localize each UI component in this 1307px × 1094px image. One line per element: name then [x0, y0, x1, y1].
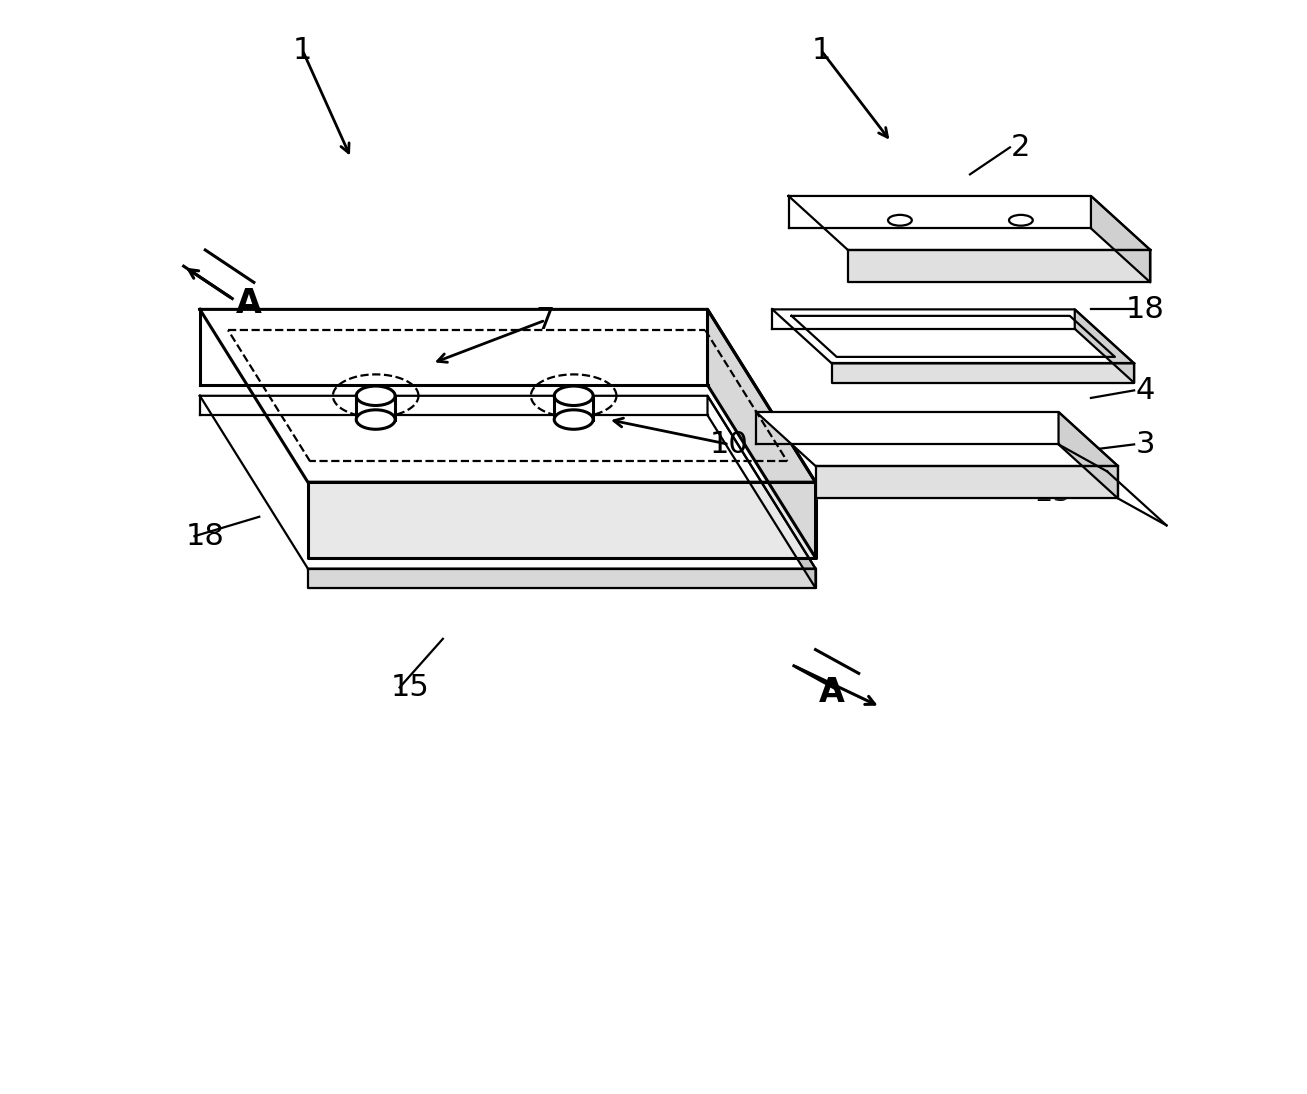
Ellipse shape — [554, 386, 593, 406]
Text: 1: 1 — [293, 36, 312, 65]
Text: 1: 1 — [812, 36, 831, 65]
Polygon shape — [308, 482, 816, 558]
Polygon shape — [1074, 310, 1134, 383]
Text: 15: 15 — [391, 673, 430, 702]
Ellipse shape — [357, 386, 395, 406]
Polygon shape — [1059, 412, 1117, 499]
Ellipse shape — [357, 410, 395, 429]
Text: 4: 4 — [1136, 376, 1154, 405]
Polygon shape — [707, 396, 816, 589]
Polygon shape — [757, 412, 1117, 466]
Text: 18: 18 — [186, 522, 225, 550]
Polygon shape — [816, 466, 1117, 499]
Polygon shape — [707, 310, 816, 558]
Polygon shape — [848, 249, 1150, 282]
Text: 3: 3 — [1136, 430, 1154, 458]
Ellipse shape — [1009, 214, 1033, 225]
Polygon shape — [772, 310, 1134, 363]
Text: 18: 18 — [1125, 295, 1165, 324]
Text: 15: 15 — [1034, 478, 1073, 508]
Text: 10: 10 — [710, 430, 749, 458]
Text: 2: 2 — [1012, 132, 1030, 162]
Polygon shape — [308, 569, 816, 589]
Polygon shape — [200, 396, 816, 569]
Text: A: A — [235, 288, 261, 321]
Polygon shape — [831, 363, 1134, 383]
Ellipse shape — [554, 410, 593, 429]
Ellipse shape — [887, 214, 912, 225]
Polygon shape — [200, 310, 816, 482]
Text: A: A — [818, 676, 844, 709]
Polygon shape — [1091, 196, 1150, 282]
Polygon shape — [788, 196, 1150, 249]
Text: 7: 7 — [536, 305, 555, 335]
